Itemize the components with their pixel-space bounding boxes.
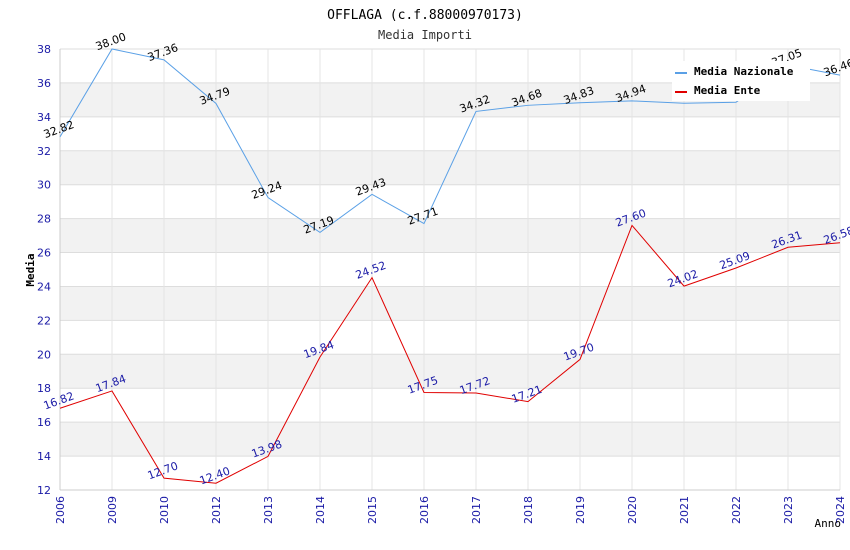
plot-band (60, 320, 840, 355)
plot-band (60, 354, 840, 389)
y-tick-label: 12 (37, 484, 51, 497)
x-tick-label: 2019 (574, 496, 587, 524)
y-tick-label: 16 (37, 416, 51, 429)
y-tick-label: 22 (37, 314, 51, 327)
y-tick-label: 24 (37, 280, 51, 293)
legend: Media Nazionale Media Ente (672, 61, 810, 101)
x-tick-label: 2017 (470, 496, 483, 524)
y-tick-label: 34 (37, 111, 51, 124)
plot-gridlines (59, 48, 841, 491)
plot-band (60, 422, 840, 457)
series-lines (59, 48, 841, 484)
y-tick-label: 30 (37, 179, 51, 192)
plot-band (60, 286, 840, 321)
y-tick-label: 26 (37, 247, 51, 260)
y-tick-label: 28 (37, 213, 51, 226)
x-tick-label: 2009 (106, 496, 119, 524)
legend-background (672, 61, 810, 101)
y-tick-label: 14 (37, 450, 51, 463)
y-tick-label: 20 (37, 348, 51, 361)
y-tick-label: 18 (37, 382, 51, 395)
plot-band (60, 456, 840, 490)
plot-band (60, 252, 840, 287)
x-tick-label: 2021 (678, 496, 691, 524)
y-tick-label: 32 (37, 145, 51, 158)
x-axis-ticks: 2006 2009 2010 2012 2013 2014 2015 2016 2017 2018… (54, 496, 847, 524)
plot-band (60, 116, 840, 151)
chart-title: OFFLAGA (c.f.88000970173) (327, 8, 523, 23)
x-tick-label: 2023 (782, 496, 795, 524)
plot-band (60, 388, 840, 423)
legend-entry-label: Media Ente (694, 84, 761, 97)
y-tick-label: 38 (37, 43, 51, 56)
x-tick-label: 2006 (54, 496, 67, 524)
y-tick-label: 36 (37, 77, 51, 90)
legend-entry-label: Media Nazionale (694, 65, 794, 78)
x-tick-label: 2022 (730, 496, 743, 524)
series-line-media-nazionale (59, 48, 841, 233)
x-tick-label: 2014 (314, 496, 327, 524)
x-tick-label: 2012 (210, 496, 223, 524)
x-tick-label: 2010 (158, 496, 171, 524)
x-tick-label: 2018 (522, 496, 535, 524)
chart-subtitle: Media Importi (378, 28, 472, 42)
plot-band (60, 218, 840, 253)
x-tick-label: 2013 (262, 496, 275, 524)
x-tick-label: 2024 (834, 496, 847, 524)
x-axis-label: Anno (815, 517, 842, 530)
plot-band (60, 184, 840, 219)
y-axis-ticks: 12 14 16 18 20 22 24 26 28 30 32 34 36 38 (37, 43, 51, 497)
series-line-media-ente (59, 224, 841, 484)
x-tick-label: 2016 (418, 496, 431, 524)
x-tick-label: 2020 (626, 496, 639, 524)
y-axis-label: Media (24, 253, 37, 286)
x-tick-label: 2015 (366, 496, 379, 524)
